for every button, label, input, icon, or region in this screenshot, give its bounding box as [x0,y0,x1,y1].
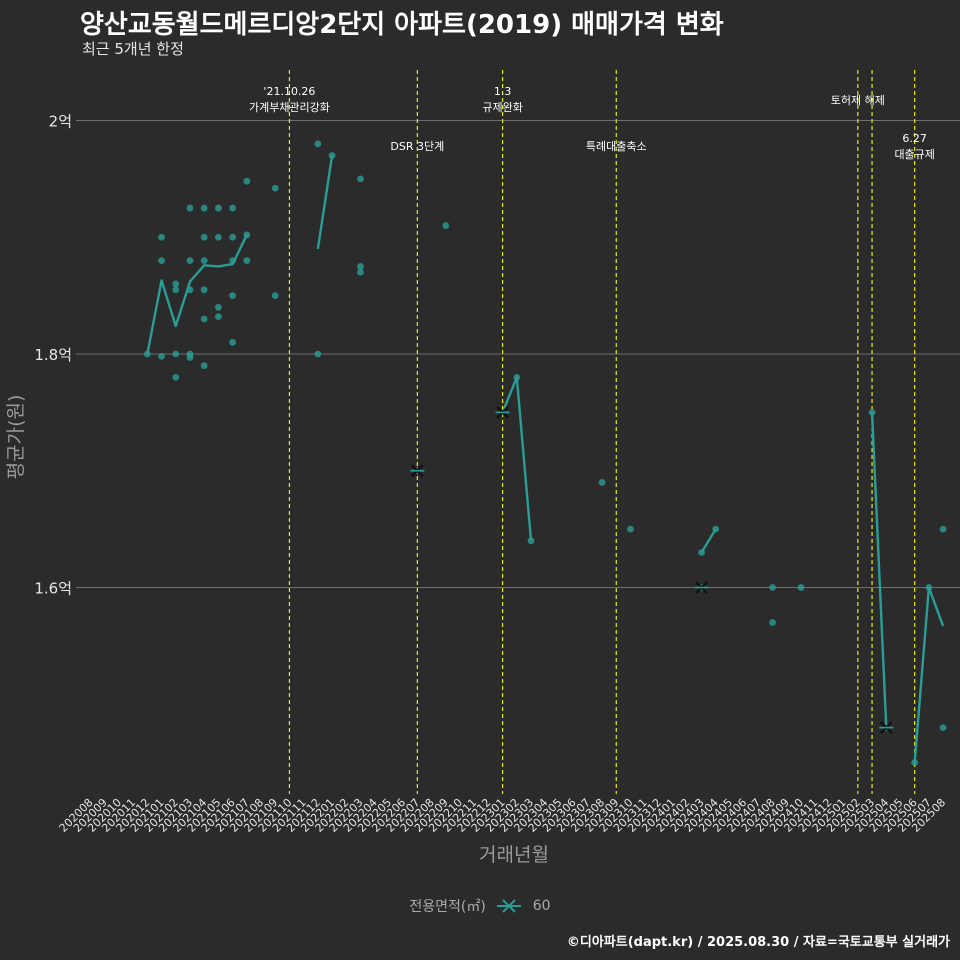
data-point [229,204,237,212]
data-point [797,584,805,591]
y-axis-title: 평균가(원) [5,395,27,480]
data-point [158,257,165,264]
data-point [769,584,776,591]
data-point [186,204,194,212]
data-point [229,257,237,264]
chart-title: 양산교동월드메르디앙2단지 아파트(2019) 매매가격 변화 [80,10,724,40]
legend-title: 전용면적(㎡) [409,899,486,915]
series-line [700,528,717,554]
data-point [214,313,222,321]
y-tick-label: 1.8억 [34,346,72,364]
data-point [200,286,208,294]
legend: 전용면적(㎡) 60 [0,896,960,916]
legend-item-60: 60 [532,898,551,914]
event-label: 대출규제 [894,148,934,161]
data-point [214,204,222,212]
y-tick-label: 2억 [49,113,72,131]
y-tick-label: 1.6억 [34,580,72,598]
data-point [442,222,450,229]
data-point [243,231,251,239]
data-point [200,315,208,323]
event-label: 특례대출축소 [586,140,647,153]
data-point [214,303,222,311]
data-point [911,759,919,767]
data-point [939,525,947,533]
data-point [143,350,151,358]
source-caption: ©디아파트(dapt.kr) / 2025.08.30 / 자료=국토교통부 실… [566,935,950,950]
event-label: 토허제 해제 [831,93,885,107]
legend-key-icon [497,899,522,913]
data-point [172,286,180,294]
event-label: '21.10.26 [263,85,315,98]
data-point [200,233,208,241]
event-label: 규제완화 [482,101,522,114]
event-label: 6.27 [902,132,927,145]
data-point [158,233,165,241]
series-line [501,376,533,541]
data-point [712,525,720,533]
data-point [627,525,634,533]
data-point [229,338,237,346]
data-point [357,263,364,270]
series-line [913,586,945,763]
event-label: 1.3 [494,85,512,98]
data-point [172,373,180,381]
data-point [513,373,521,381]
data-point [868,408,876,416]
data-point [243,257,251,264]
event-label: DSR 3단계 [390,140,444,153]
data-point [769,619,776,626]
chart-subtitle: 최근 5개년 한정 [82,40,184,58]
data-point [158,352,165,360]
data-point [271,184,279,192]
data-point [527,537,535,545]
data-point [229,233,237,241]
series-line [146,234,248,355]
data-point [229,292,237,300]
data-point [214,233,222,241]
series-mark-layer [410,406,894,734]
data-point [172,280,180,288]
data-point [200,204,208,212]
event-label: 가계부채관리강화 [249,101,330,114]
series-line [316,155,334,250]
data-point [314,350,322,358]
data-point [186,286,194,294]
data-point [939,724,947,731]
series-point-layer [143,140,947,767]
data-point [271,292,279,300]
data-point [200,257,208,264]
data-point [186,257,194,264]
series-line [870,412,888,728]
axis-layer: 2020082020092020102020112020122021012021… [57,796,948,835]
data-point [243,177,251,185]
x-axis-title: 거래년월 [479,844,549,866]
data-point [598,479,606,486]
grid-layer: 1.6억 1.8억 2억 [34,113,960,598]
data-point [698,549,705,556]
data-point [357,268,364,276]
data-point [172,350,180,358]
data-point [357,175,364,183]
data-point [200,362,208,370]
data-point [314,140,322,148]
data-point [186,354,194,361]
data-point [925,584,933,591]
series-line-layer [146,155,945,763]
data-point [328,152,336,159]
